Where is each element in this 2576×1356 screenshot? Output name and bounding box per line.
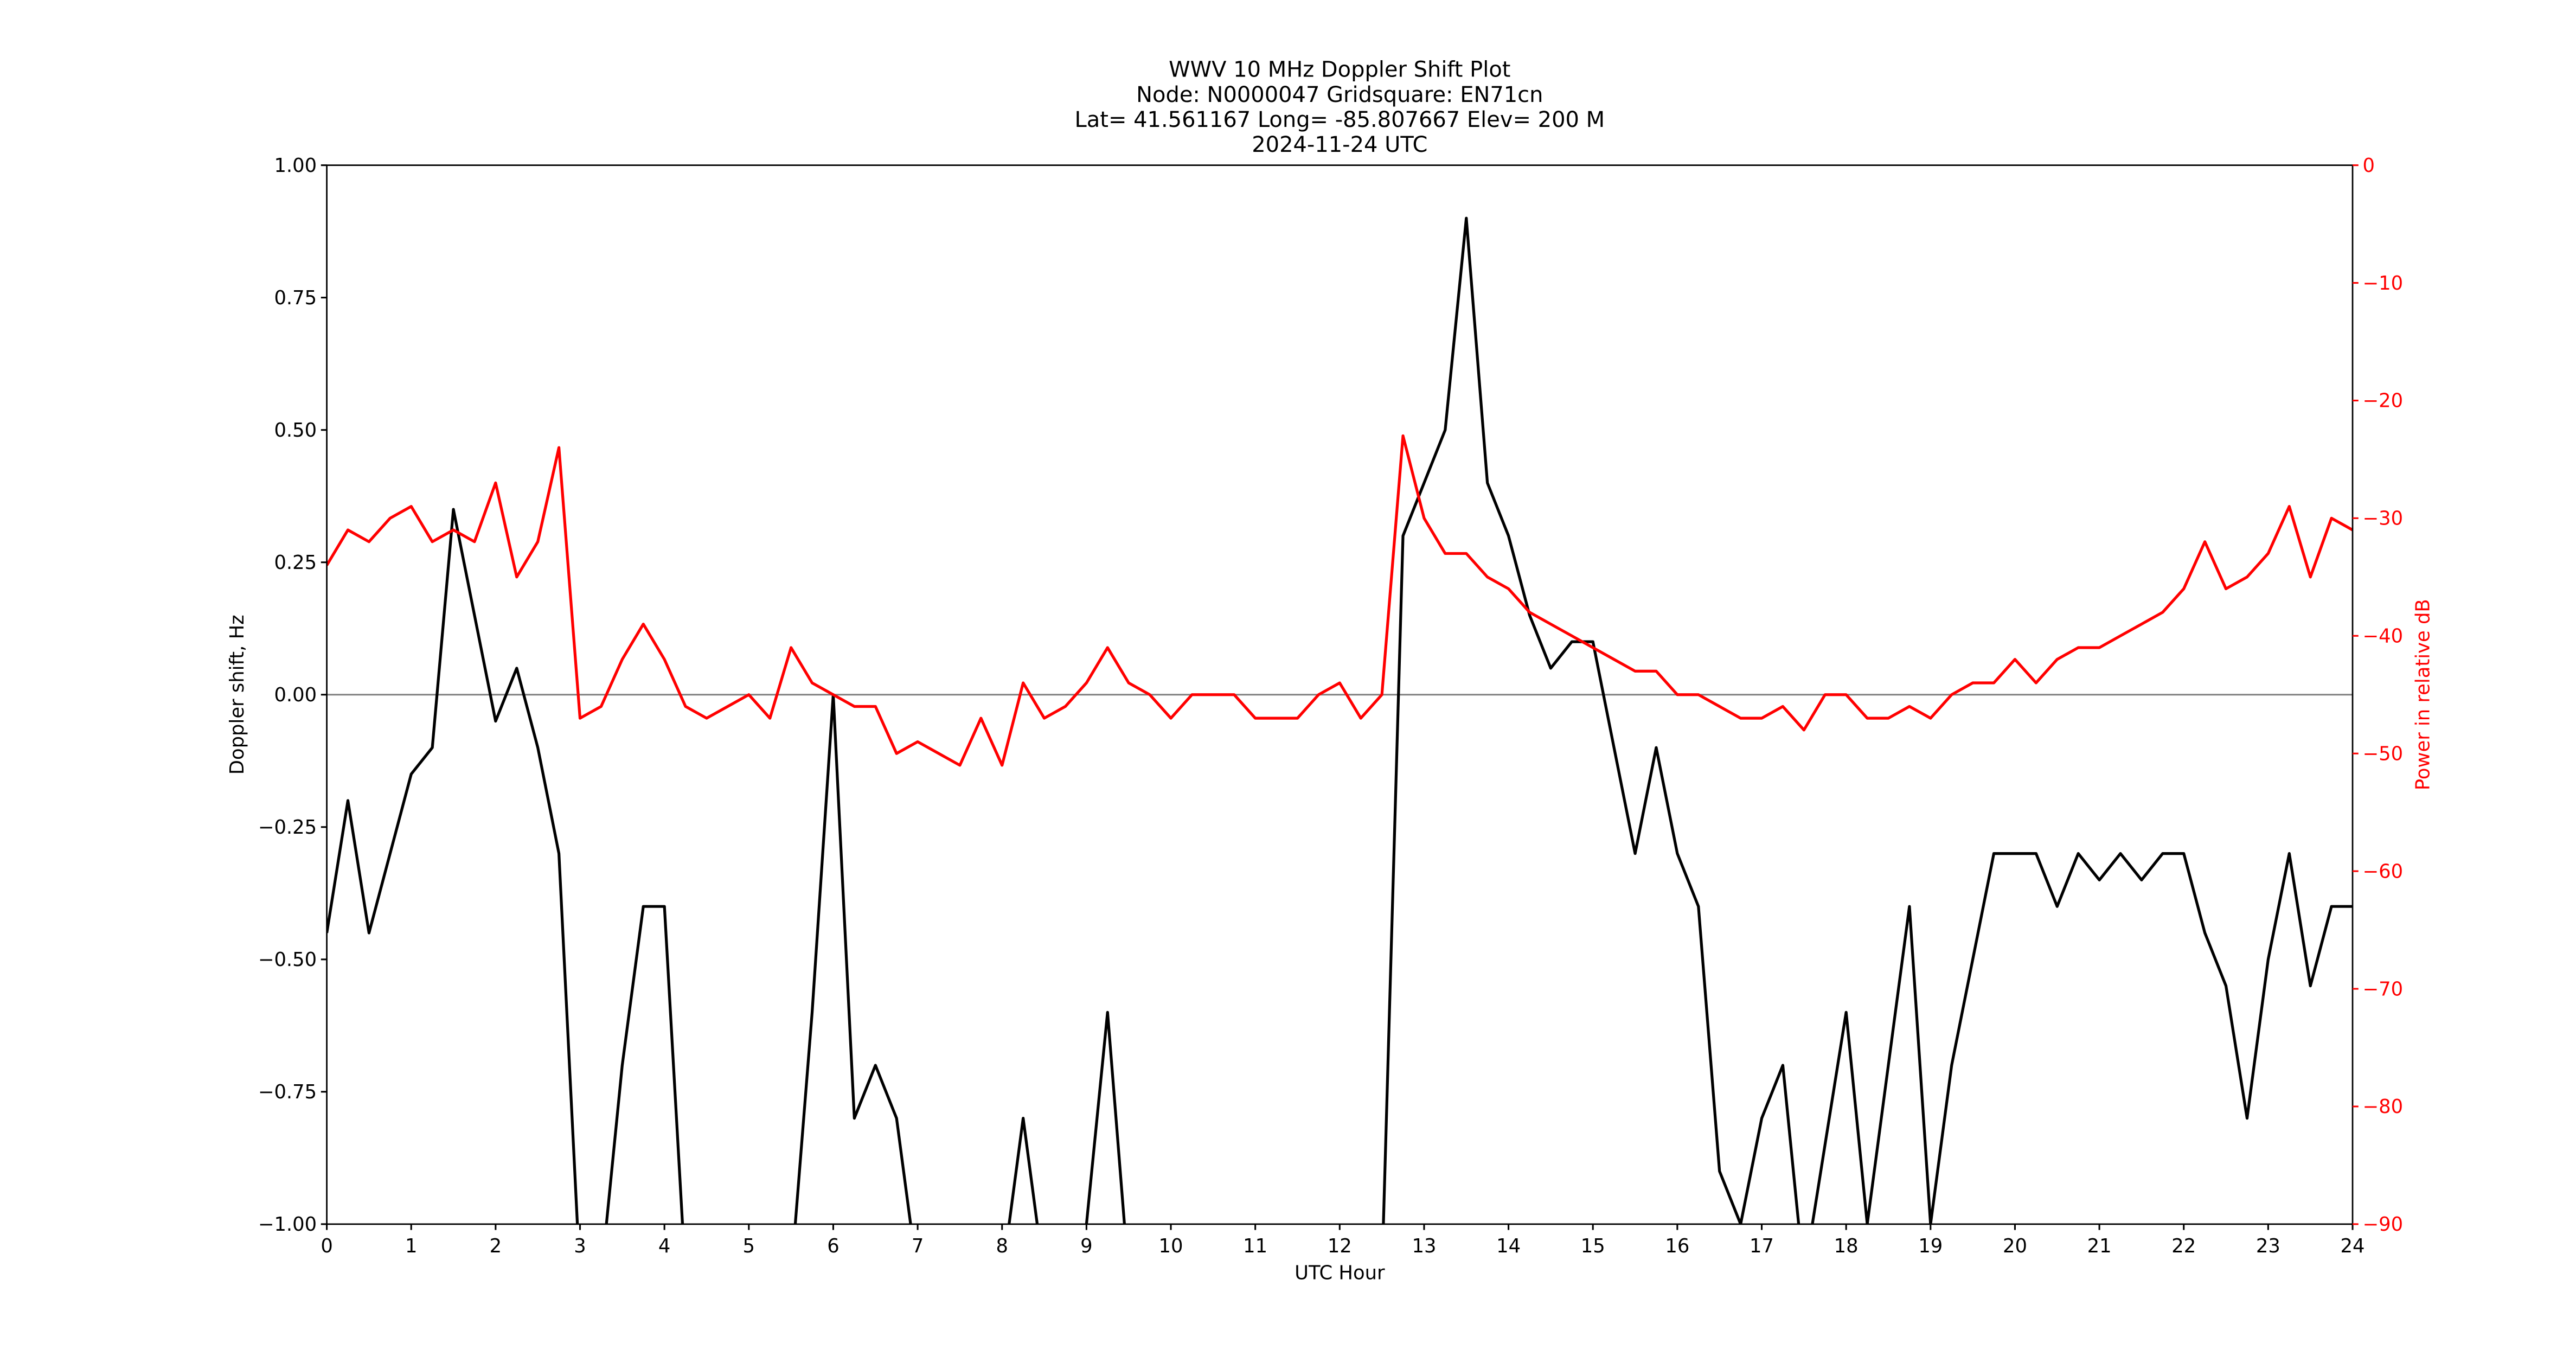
- x-tick-label: 7: [912, 1235, 924, 1257]
- y-tick-label: 0.50: [274, 419, 317, 442]
- x-tick-label: 14: [1496, 1235, 1521, 1257]
- y-tick-label: 0.00: [274, 684, 317, 706]
- x-tick-label: 22: [2171, 1235, 2196, 1257]
- y-tick-label: 1.00: [274, 155, 317, 177]
- y-tick-label: −0.50: [258, 949, 317, 971]
- y-tick-label: −0.25: [258, 816, 317, 839]
- x-tick-label: 0: [321, 1235, 333, 1257]
- y2-tick-label: −50: [2362, 743, 2403, 765]
- y2-tick-label: −60: [2362, 860, 2403, 882]
- y-tick-label: 0.25: [274, 552, 317, 574]
- x-tick-label: 12: [1328, 1235, 1352, 1257]
- chart-title: Lat= 41.561167 Long= -85.807667 Elev= 20…: [1075, 107, 1605, 132]
- y2-tick-label: −70: [2362, 978, 2403, 1000]
- y2-tick-label: −90: [2362, 1213, 2403, 1236]
- chart-title: 2024-11-24 UTC: [1252, 132, 1427, 157]
- y-tick-label: −1.00: [258, 1213, 317, 1236]
- y2-tick-label: −30: [2362, 508, 2403, 530]
- x-tick-label: 16: [1665, 1235, 1689, 1257]
- x-axis-label: UTC Hour: [1295, 1262, 1385, 1284]
- chart-title: Node: N0000047 Gridsquare: EN71cn: [1136, 82, 1543, 107]
- y2-tick-label: −40: [2362, 625, 2403, 648]
- x-tick-label: 6: [827, 1235, 840, 1257]
- y2-tick-label: −10: [2362, 272, 2403, 295]
- x-tick-label: 3: [574, 1235, 586, 1257]
- x-tick-label: 2: [490, 1235, 502, 1257]
- y-axis-label: Doppler shift, Hz: [226, 615, 248, 775]
- x-tick-label: 11: [1243, 1235, 1267, 1257]
- x-tick-label: 4: [658, 1235, 671, 1257]
- y2-tick-label: −80: [2362, 1096, 2403, 1118]
- y-tick-label: −0.75: [258, 1081, 317, 1103]
- x-tick-label: 23: [2256, 1235, 2280, 1257]
- data-line: [326, 434, 2353, 767]
- x-tick-label: 9: [1080, 1235, 1093, 1257]
- x-tick-label: 8: [996, 1235, 1008, 1257]
- x-tick-label: 24: [2341, 1235, 2365, 1257]
- x-tick-label: 17: [1750, 1235, 1774, 1257]
- x-tick-label: 21: [2087, 1235, 2112, 1257]
- x-tick-label: 15: [1581, 1235, 1605, 1257]
- x-tick-label: 18: [1834, 1235, 1859, 1257]
- x-tick-label: 19: [1918, 1235, 1943, 1257]
- x-tick-label: 10: [1159, 1235, 1183, 1257]
- data-line: [326, 216, 2353, 1224]
- x-tick-label: 20: [2003, 1235, 2027, 1257]
- y-tick-label: 0.75: [274, 287, 317, 309]
- y2-tick-label: −20: [2362, 390, 2403, 412]
- y2-axis-label: Power in relative dB: [2412, 599, 2434, 790]
- x-tick-label: 13: [1412, 1235, 1436, 1257]
- x-tick-label: 1: [405, 1235, 418, 1257]
- x-tick-label: 5: [743, 1235, 755, 1257]
- chart-title: WWV 10 MHz Doppler Shift Plot: [1169, 57, 1510, 82]
- y2-tick-label: 0: [2362, 155, 2375, 177]
